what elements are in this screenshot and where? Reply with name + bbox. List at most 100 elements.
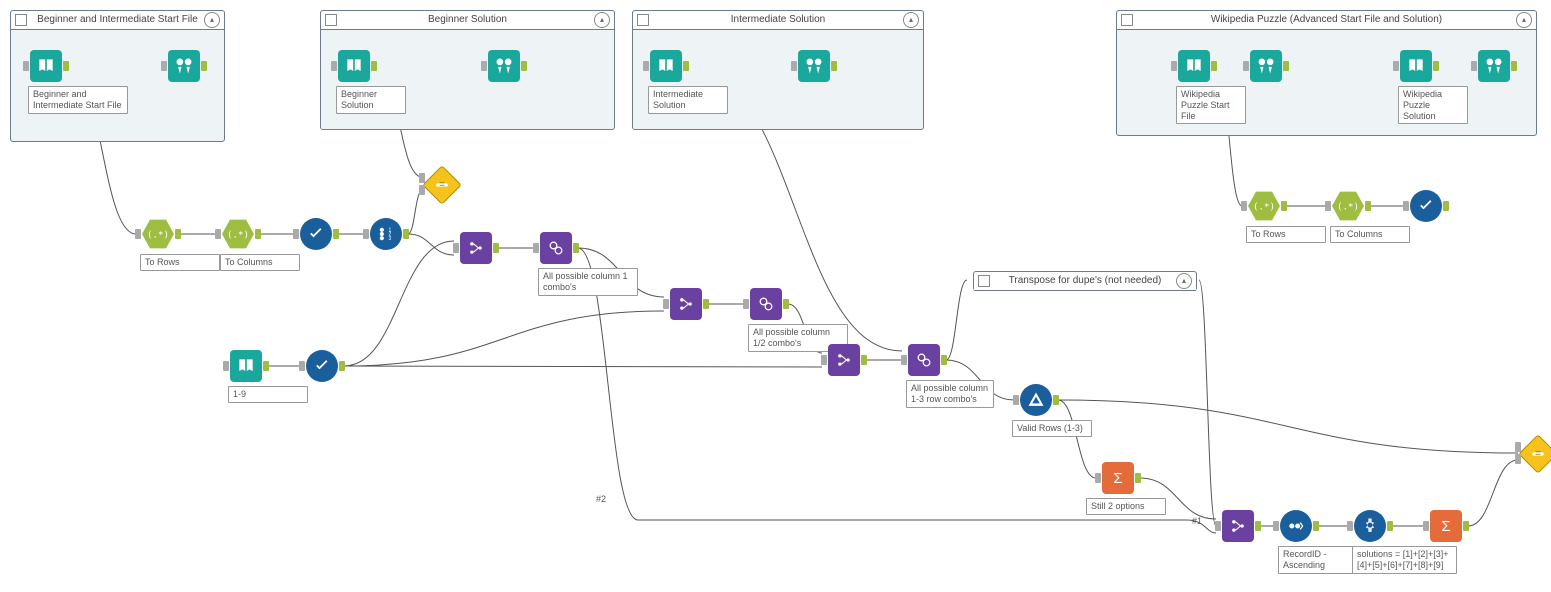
collapse-icon[interactable]: ▴ [204, 12, 220, 28]
tool-append[interactable] [460, 232, 492, 264]
tool-label: Wikipedia Puzzle Start File [1176, 86, 1246, 124]
anchor [419, 173, 425, 183]
anchor [1053, 395, 1059, 405]
anchor [533, 243, 539, 253]
anchor [643, 61, 649, 71]
anchor [1387, 521, 1393, 531]
collapse-icon[interactable]: ▴ [594, 12, 610, 28]
tool-select-circle[interactable] [306, 350, 338, 382]
anchor [821, 355, 827, 365]
tool-input-book[interactable] [1178, 50, 1210, 82]
anchor [403, 229, 409, 239]
svg-text:=: = [439, 180, 445, 191]
tool-diamond[interactable]: = [1518, 434, 1551, 474]
tool-sort-circle[interactable] [1280, 510, 1312, 542]
svg-text:Σ: Σ [1441, 518, 1450, 535]
container-header[interactable]: Beginner Solution ▴ [321, 11, 614, 30]
anchor [1403, 201, 1409, 211]
svg-text:(.*): (.*) [1254, 201, 1274, 212]
tool-formula-circle[interactable] [1354, 510, 1386, 542]
svg-text:(.*): (.*) [148, 229, 168, 240]
container-header[interactable]: Wikipedia Puzzle (Advanced Start File an… [1117, 11, 1536, 30]
wire [344, 366, 822, 367]
wire [408, 191, 422, 234]
anchor [573, 243, 579, 253]
collapse-icon[interactable]: ▴ [903, 12, 919, 28]
anchor [215, 229, 221, 239]
tool-regex-hex[interactable]: (.*) [1248, 190, 1280, 222]
container-header[interactable]: Transpose for dupe's (not needed) ▴ [974, 272, 1196, 291]
anchor [1281, 201, 1287, 211]
tool-browse[interactable] [1250, 50, 1282, 82]
anchor [493, 243, 499, 253]
container-title: Intermediate Solution [653, 11, 903, 29]
container-header[interactable]: Beginner and Intermediate Start File ▴ [11, 11, 224, 30]
anchor [743, 299, 749, 309]
anchor [363, 229, 369, 239]
anchor [255, 229, 261, 239]
tool-diamond[interactable]: = [422, 165, 462, 205]
anchor [831, 61, 837, 71]
anchor [1273, 521, 1279, 531]
tool-label: Beginner Solution [336, 86, 406, 114]
tool-label: To Rows [1246, 226, 1326, 243]
tool-select-circle[interactable] [300, 218, 332, 250]
tool-input-book[interactable] [30, 50, 62, 82]
tool-label: RecordID - Ascending [1278, 546, 1353, 574]
anchor [175, 229, 181, 239]
svg-text:3: 3 [389, 236, 392, 242]
tool-label: To Rows [140, 254, 220, 271]
wire [1058, 400, 1518, 453]
tool-regex-hex[interactable]: (.*) [222, 218, 254, 250]
tool-append[interactable] [828, 344, 860, 376]
anchor [1255, 521, 1261, 531]
anchor [331, 61, 337, 71]
tool-macro[interactable] [750, 288, 782, 320]
tool-browse[interactable] [488, 50, 520, 82]
anchor [263, 361, 269, 371]
tool-regex-hex[interactable]: (.*) [142, 218, 174, 250]
anchor [135, 229, 141, 239]
wire [946, 280, 967, 360]
tool-browse[interactable] [798, 50, 830, 82]
anchor [1013, 395, 1019, 405]
container-title: Beginner Solution [341, 11, 594, 29]
tool-recordid-circle[interactable]: 123 [370, 218, 402, 250]
tool-macro[interactable] [540, 232, 572, 264]
wire [408, 234, 454, 255]
container-header[interactable]: Intermediate Solution ▴ [633, 11, 923, 30]
container-title: Transpose for dupe's (not needed) [994, 272, 1176, 290]
tool-label: Still 2 options [1086, 498, 1166, 515]
collapse-icon[interactable]: ▴ [1516, 12, 1532, 28]
wire [1468, 460, 1518, 526]
container-color-chip [637, 14, 649, 26]
tool-append[interactable] [1222, 510, 1254, 542]
tool-select-circle[interactable] [1410, 190, 1442, 222]
wire [344, 311, 664, 366]
tool-summarize[interactable]: Σ [1430, 510, 1462, 542]
anchor [683, 61, 689, 71]
anchor [1511, 61, 1517, 71]
tool-summarize[interactable]: Σ [1102, 462, 1134, 494]
anchor [481, 61, 487, 71]
tool-regex-hex[interactable]: (.*) [1332, 190, 1364, 222]
tool-input-book[interactable] [230, 350, 262, 382]
tool-filter-circle[interactable] [1020, 384, 1052, 416]
tool-input-book[interactable] [338, 50, 370, 82]
tool-macro[interactable] [908, 344, 940, 376]
tool-input-book[interactable] [650, 50, 682, 82]
tool-append[interactable] [670, 288, 702, 320]
wire [1058, 400, 1096, 478]
tool-browse[interactable] [1478, 50, 1510, 82]
anchor [1135, 473, 1141, 483]
container-c5[interactable]: Transpose for dupe's (not needed) ▴ [973, 271, 1197, 291]
anchor [1423, 521, 1429, 531]
tool-label: Beginner and Intermediate Start File [28, 86, 128, 114]
collapse-icon[interactable]: ▴ [1176, 273, 1192, 289]
tool-label: All possible column 1-3 row combo's [906, 380, 994, 408]
tool-input-book[interactable] [1400, 50, 1432, 82]
anchor [521, 61, 527, 71]
container-color-chip [1121, 14, 1133, 26]
tool-browse[interactable] [168, 50, 200, 82]
anchor [23, 61, 29, 71]
